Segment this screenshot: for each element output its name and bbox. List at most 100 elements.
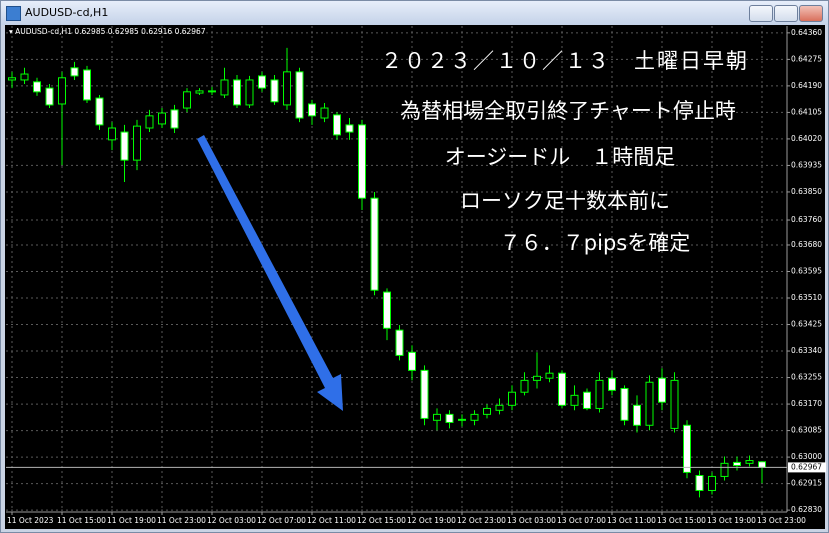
candle-body <box>320 107 329 119</box>
candle-body <box>195 90 204 94</box>
candle-body <box>283 71 291 106</box>
candle-body <box>8 77 16 81</box>
candle-body <box>758 461 766 468</box>
x-tick-label: 13 Oct 11:00 <box>607 516 656 525</box>
y-tick-label: 0.63170 <box>791 399 822 408</box>
y-tick-label: 0.63680 <box>791 240 822 249</box>
x-tick-label: 13 Oct 19:00 <box>707 516 756 525</box>
candle-body <box>383 291 391 329</box>
candle-body <box>620 387 629 421</box>
candle-body <box>533 375 541 381</box>
candle-body <box>545 372 554 379</box>
x-tick-label: 12 Oct 15:00 <box>357 516 406 525</box>
x-tick-label: 13 Oct 23:00 <box>757 516 806 525</box>
candle-body <box>645 381 654 426</box>
candle-body <box>220 79 229 96</box>
candle-body <box>708 475 716 491</box>
candle-body <box>570 394 579 406</box>
candle-body <box>333 114 341 136</box>
candle-body <box>395 329 404 356</box>
x-tick-label: 12 Oct 07:00 <box>257 516 306 525</box>
candle-body <box>608 377 616 391</box>
candle-body <box>595 379 604 409</box>
window-icon <box>6 6 21 21</box>
y-tick-label: 0.63340 <box>791 346 822 355</box>
candle-body <box>183 91 191 109</box>
x-tick-label: 13 Oct 03:00 <box>507 516 556 525</box>
candle-body <box>58 77 66 105</box>
x-tick-label: 12 Oct 03:00 <box>207 516 256 525</box>
candle-body <box>720 462 729 477</box>
candle-body <box>583 391 591 409</box>
annotation: ７６．７pipsを確定 <box>500 231 690 255</box>
candle-body <box>45 87 54 106</box>
x-tick-label: 11 Oct 23:00 <box>157 516 206 525</box>
close-button[interactable] <box>799 5 823 22</box>
candle-body <box>345 124 354 133</box>
candle-body <box>233 79 241 106</box>
candle-body <box>658 377 666 403</box>
candle-body <box>633 404 641 426</box>
x-tick-label: 13 Oct 07:00 <box>557 516 606 525</box>
candle-body <box>133 125 141 161</box>
candle-body <box>270 79 279 103</box>
bid-label: 0.62967 <box>791 462 822 471</box>
window-title: AUDUSD-cd,H1 <box>25 6 109 19</box>
restore-button[interactable] <box>774 5 798 22</box>
candle-body <box>33 81 41 93</box>
y-tick-label: 0.64020 <box>791 134 822 143</box>
arrow <box>197 135 343 411</box>
y-tick-label: 0.63255 <box>791 373 822 382</box>
x-tick-label: 12 Oct 23:00 <box>457 516 506 525</box>
candle-body <box>458 418 466 421</box>
candle-body <box>370 197 379 291</box>
candle-body <box>520 379 529 393</box>
candle-body <box>695 475 704 491</box>
y-tick-label: 0.64190 <box>791 81 822 90</box>
candle-body <box>470 413 479 421</box>
candle-body <box>120 131 129 161</box>
x-tick-label: 11 Oct 2023 <box>7 516 54 525</box>
candle-body <box>95 97 104 126</box>
title-bar: AUDUSD-cd,H1 <box>1 1 828 25</box>
x-tick-label: 12 Oct 19:00 <box>407 516 456 525</box>
y-tick-label: 0.62830 <box>791 505 822 514</box>
candle-body <box>245 79 254 106</box>
bid-label-box <box>788 462 826 473</box>
candle-body <box>158 112 166 125</box>
x-tick-label: 11 Oct 19:00 <box>107 516 156 525</box>
y-tick-label: 0.63760 <box>791 215 822 224</box>
candle-body <box>445 413 454 423</box>
candle-body <box>733 461 741 467</box>
candle-body <box>670 379 679 429</box>
annotation: ２０２３／１０／１３ 土曜日早朝 <box>381 49 749 73</box>
candle-body <box>208 90 216 93</box>
y-tick-label: 0.63935 <box>791 160 822 169</box>
candle-body <box>358 124 366 199</box>
header-symbol: ▾ AUDUSD-cd,H1 0.62985 0.62985 0.62916 0… <box>9 27 206 36</box>
y-tick-label: 0.62915 <box>791 479 822 488</box>
y-tick-label: 0.63000 <box>791 452 822 461</box>
annotation: オージードル １時間足 <box>445 145 676 169</box>
candle-body <box>20 73 29 81</box>
y-tick-label: 0.64360 <box>791 28 822 37</box>
x-tick-label: 12 Oct 11:00 <box>307 516 356 525</box>
x-tick-label: 13 Oct 15:00 <box>657 516 706 525</box>
annotation: 為替相場全取引終了チャート停止時 <box>400 99 736 123</box>
candle-body <box>70 67 79 77</box>
candle-body <box>258 75 266 89</box>
candle-body <box>308 103 316 117</box>
minimize-button[interactable] <box>749 5 773 22</box>
y-tick-label: 0.64105 <box>791 107 822 116</box>
x-tick-label: 11 Oct 15:00 <box>57 516 106 525</box>
candle-body <box>108 127 116 141</box>
y-tick-label: 0.63510 <box>791 293 822 302</box>
y-tick-label: 0.64275 <box>791 54 822 63</box>
candle-body <box>170 109 179 129</box>
annotation: ローソク足十数本前に <box>460 189 670 213</box>
candle-body <box>558 372 566 406</box>
candle-body <box>420 369 429 419</box>
y-tick-label: 0.63595 <box>791 266 822 275</box>
candle-body <box>433 413 441 421</box>
